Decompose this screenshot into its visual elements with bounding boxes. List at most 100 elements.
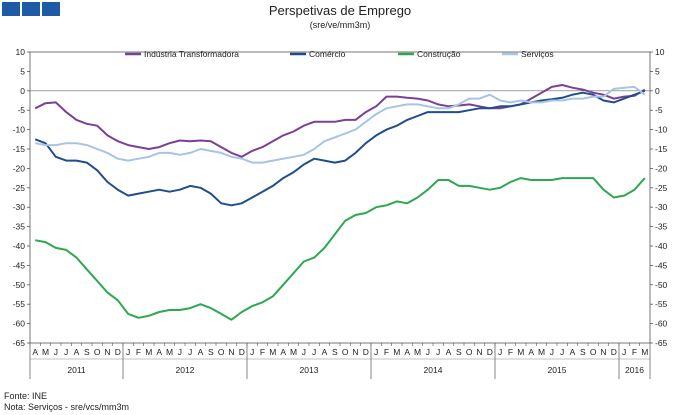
month-label: M bbox=[269, 347, 276, 357]
y-tick-label: 5 bbox=[655, 66, 660, 76]
month-label: J bbox=[302, 347, 306, 357]
plot-frame bbox=[29, 51, 651, 344]
chart-subtitle: (sre/ve/mm3m) bbox=[310, 20, 371, 30]
y-tick-label: -10 bbox=[655, 125, 668, 135]
month-label: M bbox=[538, 347, 545, 357]
ine-logo bbox=[2, 2, 60, 16]
month-label: J bbox=[64, 347, 68, 357]
month-label: S bbox=[580, 347, 586, 357]
y-tick-label: -50 bbox=[13, 280, 26, 290]
month-label: M bbox=[42, 347, 49, 357]
y-tick-label: -20 bbox=[655, 163, 668, 173]
month-label: J bbox=[426, 347, 430, 357]
month-label: J bbox=[126, 347, 130, 357]
month-label: F bbox=[508, 347, 513, 357]
month-label: N bbox=[600, 347, 606, 357]
month-label: O bbox=[466, 347, 473, 357]
month-label: A bbox=[32, 347, 38, 357]
year-label: 2014 bbox=[424, 365, 443, 375]
month-label: D bbox=[611, 347, 617, 357]
y-axis-right: 10 5 0 -5 -10 -15 -20 -25 -30 -35 -40 -45 -50 -55 -60 -… bbox=[650, 47, 668, 348]
month-label: J bbox=[374, 347, 378, 357]
month-label: M bbox=[166, 347, 173, 357]
legend-label: Indústria Transformadora bbox=[144, 49, 239, 59]
logo-square bbox=[2, 2, 20, 16]
month-label: A bbox=[528, 347, 534, 357]
month-label: D bbox=[363, 347, 369, 357]
series-lines bbox=[34, 84, 646, 321]
y-tick-label: -40 bbox=[13, 241, 26, 251]
month-label: A bbox=[404, 347, 410, 357]
logo-square bbox=[42, 2, 60, 16]
month-label: S bbox=[208, 347, 214, 357]
month-label: O bbox=[590, 347, 597, 357]
y-axis-left: 10 5 0 -5 -10 -15 -20 -25 -30 -35 -40 -45 -50 -55 -60 -… bbox=[13, 47, 650, 348]
month-label: J bbox=[498, 347, 502, 357]
series-line bbox=[34, 89, 646, 207]
month-label: A bbox=[74, 347, 80, 357]
month-label: S bbox=[332, 347, 338, 357]
month-label: F bbox=[260, 347, 265, 357]
month-label: A bbox=[198, 347, 204, 357]
month-label: A bbox=[280, 347, 286, 357]
month-label: O bbox=[94, 347, 101, 357]
month-label: A bbox=[446, 347, 452, 357]
legend-label: Construção bbox=[417, 49, 461, 59]
month-label: M bbox=[517, 347, 524, 357]
y-tick-label: -35 bbox=[13, 222, 26, 232]
chart-title: Perspetivas de Emprego bbox=[269, 3, 411, 18]
y-tick-label: -5 bbox=[655, 105, 663, 115]
month-label: J bbox=[250, 347, 254, 357]
y-tick-label: -5 bbox=[17, 105, 25, 115]
month-label: F bbox=[384, 347, 389, 357]
y-tick-label: -65 bbox=[13, 338, 26, 348]
y-tick-label: -30 bbox=[13, 202, 26, 212]
legend-label: Comércio bbox=[309, 49, 346, 59]
series-line bbox=[35, 85, 646, 164]
month-label: J bbox=[436, 347, 440, 357]
month-label: J bbox=[178, 347, 182, 357]
month-label: M bbox=[290, 347, 297, 357]
month-label: J bbox=[312, 347, 316, 357]
month-label: M bbox=[641, 347, 648, 357]
month-label: M bbox=[393, 347, 400, 357]
month-label: N bbox=[352, 347, 358, 357]
y-tick-label: -15 bbox=[655, 144, 668, 154]
month-label: M bbox=[145, 347, 152, 357]
y-tick-label: 5 bbox=[20, 66, 25, 76]
y-tick-label: 10 bbox=[16, 47, 26, 57]
y-tick-label: -45 bbox=[13, 260, 26, 270]
month-label: S bbox=[84, 347, 90, 357]
logo-square bbox=[22, 2, 40, 16]
y-tick-label: -60 bbox=[655, 319, 668, 329]
month-label: N bbox=[476, 347, 482, 357]
month-label: D bbox=[239, 347, 245, 357]
month-label: F bbox=[136, 347, 141, 357]
source-note: Fonte: INE bbox=[4, 391, 48, 401]
month-label: F bbox=[632, 347, 637, 357]
year-label: 2016 bbox=[625, 365, 644, 375]
month-label: A bbox=[156, 347, 162, 357]
y-tick-label: -65 bbox=[655, 338, 668, 348]
series-line bbox=[34, 84, 646, 158]
month-label: J bbox=[54, 347, 58, 357]
month-label: S bbox=[456, 347, 462, 357]
month-label: N bbox=[104, 347, 110, 357]
month-label: O bbox=[342, 347, 349, 357]
footnote: Nota: Serviços - sre/vcs/mm3m bbox=[4, 402, 130, 412]
month-label: J bbox=[622, 347, 626, 357]
year-label: 2011 bbox=[67, 365, 86, 375]
y-tick-label: -30 bbox=[655, 202, 668, 212]
legend-label: Serviços bbox=[521, 49, 554, 59]
month-label: J bbox=[560, 347, 564, 357]
month-label: J bbox=[550, 347, 554, 357]
month-label: D bbox=[115, 347, 121, 357]
year-label: 2015 bbox=[548, 365, 567, 375]
legend: Indústria Transformadora Comércio Construç… bbox=[125, 49, 554, 59]
y-tick-label: -55 bbox=[13, 299, 26, 309]
series-line bbox=[35, 177, 646, 321]
y-tick-label: -60 bbox=[13, 319, 26, 329]
y-tick-label: -40 bbox=[655, 241, 668, 251]
